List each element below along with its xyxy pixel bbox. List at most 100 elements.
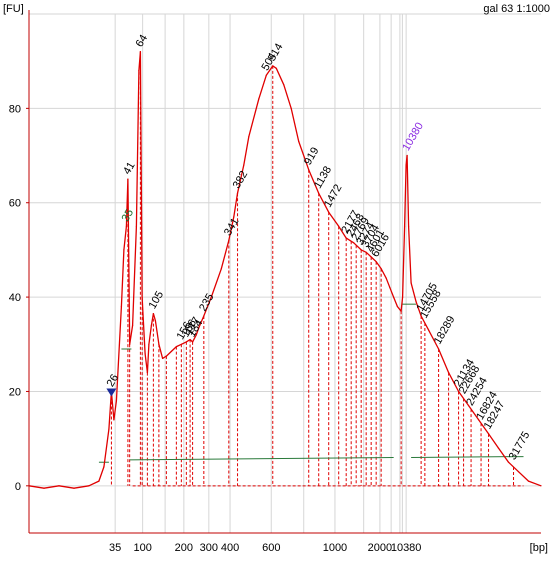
grid-lines xyxy=(29,13,541,534)
trace-point-88 xyxy=(540,485,542,487)
main-baseline xyxy=(129,457,394,461)
trace-point-68 xyxy=(400,310,402,312)
peak-label-35: 35 xyxy=(120,207,137,224)
x-axis-unit: [bp] xyxy=(530,542,548,554)
trace-point-7 xyxy=(108,428,110,430)
y-axis-unit: [FU] xyxy=(3,3,24,15)
trace-point-81 xyxy=(468,405,470,407)
trace-point-19 xyxy=(139,51,141,53)
trace-point-47 xyxy=(265,74,267,76)
trace-point-50 xyxy=(283,84,285,86)
trace-point-74 xyxy=(410,282,412,284)
trace-point-85 xyxy=(507,461,510,463)
trace-point-23 xyxy=(148,343,150,345)
trace-point-84 xyxy=(497,447,500,449)
y-tick-label-0: 0 xyxy=(15,481,21,493)
trace-point-55 xyxy=(328,211,330,213)
trace-point-76 xyxy=(420,315,422,317)
trace-point-10 xyxy=(115,400,117,402)
trace-point-3 xyxy=(73,487,75,489)
peak-marker-triangle xyxy=(106,388,117,397)
x-tick-label-2000: 2000 xyxy=(368,542,392,554)
trace-point-21 xyxy=(144,353,146,355)
trace-point-67 xyxy=(396,305,398,308)
x-tick-label-600: 600 xyxy=(262,542,280,554)
peak-label-41: 41 xyxy=(121,160,138,177)
y-tick-label-60: 60 xyxy=(9,198,21,210)
trace-point-24 xyxy=(150,324,152,326)
trace-point-1 xyxy=(43,487,45,489)
trace-point-34 xyxy=(189,339,191,341)
y-tick-label-20: 20 xyxy=(9,386,21,398)
y-tick-label-80: 80 xyxy=(9,103,21,115)
trace-point-5 xyxy=(98,480,100,482)
trace-point-56 xyxy=(338,225,340,227)
x-tick-label-100: 100 xyxy=(133,542,151,554)
peak-label-64: 64 xyxy=(134,33,151,50)
trace-point-37 xyxy=(198,327,200,329)
trace-point-83 xyxy=(488,433,490,435)
trace-point-13 xyxy=(125,225,127,227)
x-tick-label-1000: 1000 xyxy=(323,542,347,554)
trace-point-60 xyxy=(365,251,367,253)
trace-point-43 xyxy=(236,192,239,194)
trace-point-11 xyxy=(120,305,122,308)
trace-point-46 xyxy=(258,98,260,100)
trace-point-79 xyxy=(448,372,450,374)
marker-layer xyxy=(106,388,117,397)
trace-point-63 xyxy=(380,268,382,270)
y-tick-label-40: 40 xyxy=(9,292,21,304)
trace-point-12 xyxy=(123,249,125,251)
trace-point-57 xyxy=(345,237,347,239)
x-tick-label-300: 300 xyxy=(200,542,218,554)
trace-point-29 xyxy=(165,355,167,357)
trace-point-52 xyxy=(298,140,300,142)
trace-point-45 xyxy=(248,136,250,138)
trace-point-38 xyxy=(203,315,205,317)
peak-label-26: 26 xyxy=(105,372,122,389)
trace-point-69 xyxy=(402,296,404,298)
trace-point-14 xyxy=(127,178,129,180)
trace-point-2 xyxy=(58,485,60,487)
trace-point-54 xyxy=(318,192,320,194)
trace-point-36 xyxy=(195,334,197,336)
trace-point-72 xyxy=(406,154,408,157)
trace-point-58 xyxy=(353,242,355,244)
trace-point-44 xyxy=(243,164,245,166)
trace-point-35 xyxy=(192,341,194,343)
chart-title: gal 63 1:1000 xyxy=(483,3,550,15)
trace-point-51 xyxy=(290,107,292,109)
axes xyxy=(28,10,541,534)
trace-point-4 xyxy=(88,485,90,487)
trace-point-66 xyxy=(393,296,395,298)
trace-point-49 xyxy=(275,67,277,69)
trace-point-82 xyxy=(478,419,480,421)
trace-point-22 xyxy=(146,372,148,374)
x-tick-label-10380: 10380 xyxy=(391,542,422,554)
trace-point-28 xyxy=(162,357,164,359)
trace-point-9 xyxy=(113,419,115,421)
trace-point-26 xyxy=(154,320,156,322)
trace-point-17 xyxy=(135,225,137,227)
trace-point-53 xyxy=(308,169,310,171)
trace-point-41 xyxy=(228,239,230,242)
x-tick-label-400: 400 xyxy=(221,542,239,554)
trace-point-16 xyxy=(132,324,134,326)
x-tick-label-35: 35 xyxy=(109,542,121,554)
trace-point-18 xyxy=(138,70,140,72)
trace-point-27 xyxy=(158,343,160,345)
trace-point-78 xyxy=(438,348,440,350)
trace-point-6 xyxy=(103,466,105,468)
trace-point-64 xyxy=(385,277,387,279)
trace-point-77 xyxy=(428,329,430,331)
trace-point-40 xyxy=(220,268,222,270)
trace-point-31 xyxy=(175,346,177,348)
trace-point-73 xyxy=(408,225,410,227)
trace-point-15 xyxy=(129,343,131,345)
trace-point-25 xyxy=(152,313,154,315)
x-tick-label-200: 200 xyxy=(175,542,193,554)
trace-point-61 xyxy=(370,256,372,258)
trace-point-62 xyxy=(375,261,377,263)
